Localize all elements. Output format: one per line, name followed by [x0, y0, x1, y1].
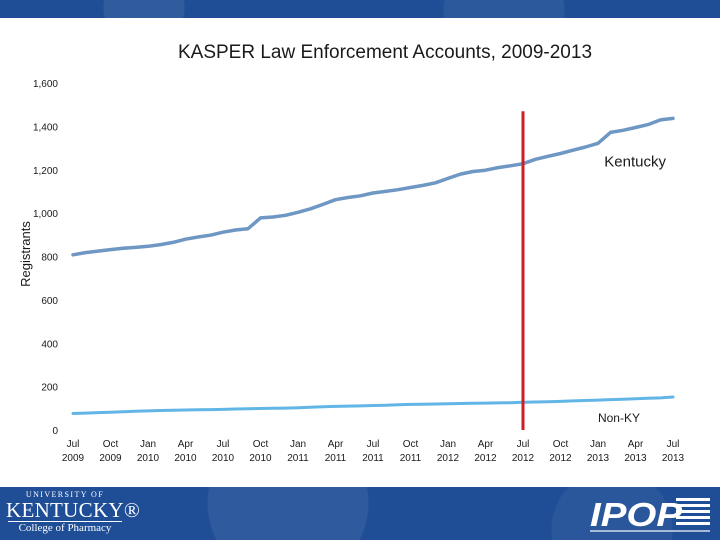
ipop-logo-underline	[590, 530, 710, 532]
chart-area: KASPER Law Enforcement Accounts, 2009-20…	[18, 42, 685, 464]
x-tick-label-month: Jan	[290, 439, 306, 450]
ipop-logo-stripes	[676, 498, 710, 525]
y-tick-label: 1,400	[33, 122, 58, 133]
x-tick-label-year: 2011	[362, 453, 384, 464]
y-tick-label: 800	[41, 253, 58, 264]
x-tick-label-year: 2011	[325, 453, 347, 464]
y-tick-label: 1,200	[33, 166, 58, 177]
university-of-kentucky-logo: UNIVERSITY OF KENTUCKY® College of Pharm…	[6, 489, 141, 535]
ipop-logo-text: IPOP	[590, 496, 683, 533]
y-tick-label: 0	[52, 426, 58, 437]
x-tick-label-month: Apr	[628, 439, 644, 450]
y-tick-label: 1,600	[33, 79, 58, 90]
annotation-non-ky: Non-KY	[598, 411, 640, 425]
x-tick-label-month: Jan	[440, 439, 456, 450]
x-tick-label-month: Jan	[590, 439, 606, 450]
x-tick-label-month: Apr	[178, 439, 194, 450]
x-tick-label-year: 2009	[99, 453, 122, 464]
x-tick-label-year: 2011	[287, 453, 309, 464]
series-line-kentucky	[71, 116, 675, 257]
x-tick-label-year: 2010	[137, 453, 160, 464]
uk-logo-line3: College of Pharmacy	[18, 522, 112, 534]
y-axis-label: Registrants	[18, 221, 33, 287]
x-tick-label-month: Jul	[67, 439, 80, 450]
x-tick-label-month: Jul	[667, 439, 680, 450]
x-tick-labels: Jul 2009 Oct 2009 Jan 2010 Apr 2010 Jul 2010 Oct 20…	[62, 439, 685, 464]
x-tick-label-year: 2012	[474, 453, 497, 464]
y-tick-label: 1,000	[33, 209, 58, 220]
uk-logo-line1: UNIVERSITY OF	[25, 490, 105, 499]
series-layer	[71, 116, 675, 415]
x-tick-label-month: Jul	[367, 439, 380, 450]
x-tick-label-month: Jan	[140, 439, 156, 450]
y-tick-label: 600	[41, 296, 58, 307]
x-tick-label-year: 2012	[512, 453, 535, 464]
x-tick-label-month: Oct	[103, 439, 119, 450]
x-tick-label-month: Oct	[403, 439, 419, 450]
chart-title: KASPER Law Enforcement Accounts, 2009-20…	[178, 42, 592, 63]
series-line-non-ky	[71, 395, 675, 415]
x-tick-label-month: Oct	[253, 439, 269, 450]
x-tick-label-year: 2013	[662, 453, 685, 464]
x-tick-label-month: Jul	[517, 439, 530, 450]
x-tick-label-year: 2013	[624, 453, 647, 464]
header-band	[0, 0, 720, 18]
y-tick-label: 200	[41, 383, 58, 394]
uk-logo-line2: KENTUCKY®	[6, 498, 141, 522]
annotation-kentucky: Kentucky	[604, 153, 666, 170]
ipop-logo: IPOP	[590, 496, 710, 533]
x-tick-label-month: Jul	[217, 439, 230, 450]
uk-logo-rule	[8, 521, 122, 522]
annotation-layer: Kentucky Non-KY	[598, 153, 667, 424]
x-tick-label-year: 2010	[249, 453, 272, 464]
x-tick-label-year: 2012	[437, 453, 460, 464]
y-tick-labels: 0 200 400 600 800 1,000 1,200 1,400 1,600	[33, 79, 58, 437]
x-tick-label-year: 2013	[587, 453, 610, 464]
x-tick-label-year: 2012	[549, 453, 572, 464]
x-tick-label-year: 2009	[62, 453, 85, 464]
x-tick-label-month: Apr	[478, 439, 494, 450]
x-tick-label-year: 2011	[400, 453, 422, 464]
x-tick-label-year: 2010	[212, 453, 235, 464]
x-tick-label-year: 2010	[174, 453, 197, 464]
y-tick-label: 400	[41, 339, 58, 350]
x-tick-label-month: Apr	[328, 439, 344, 450]
x-tick-label-month: Oct	[553, 439, 569, 450]
